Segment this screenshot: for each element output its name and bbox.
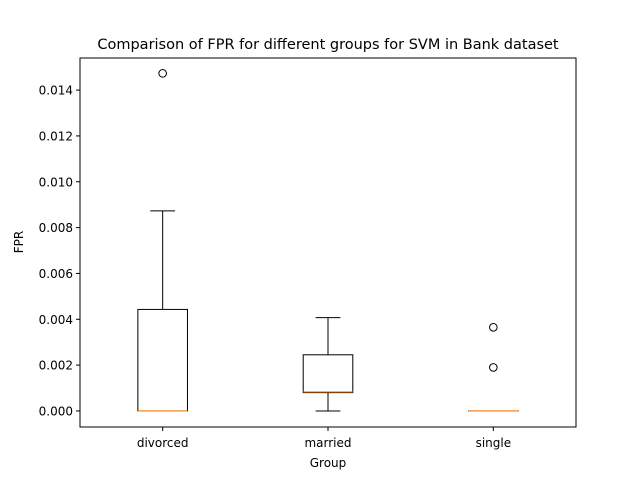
y-tick-label: 0.002 <box>39 359 73 373</box>
box <box>302 354 354 394</box>
outlier-point <box>158 69 167 78</box>
y-tick-label: 0.006 <box>39 267 73 281</box>
x-tick-label: single <box>476 436 512 450</box>
box <box>137 308 188 412</box>
y-tick-label: 0.010 <box>39 175 73 189</box>
x-axis-label: Group <box>310 456 347 470</box>
outlier-point <box>489 363 498 372</box>
y-tick-label: 0.004 <box>39 313 73 327</box>
y-tick-label: 0.014 <box>39 84 73 98</box>
chart-title: Comparison of FPR for different groups f… <box>97 37 559 53</box>
y-tick-label: 0.000 <box>39 404 73 418</box>
y-axis-label: FPR <box>12 231 26 253</box>
plot-frame <box>79 57 577 428</box>
x-tick-label: divorced <box>137 436 189 450</box>
plot-area <box>137 69 519 412</box>
y-tick-label: 0.008 <box>39 221 73 235</box>
outlier-point <box>489 323 498 332</box>
y-tick-label: 0.012 <box>39 129 73 143</box>
x-tick-label: married <box>304 436 351 450</box>
